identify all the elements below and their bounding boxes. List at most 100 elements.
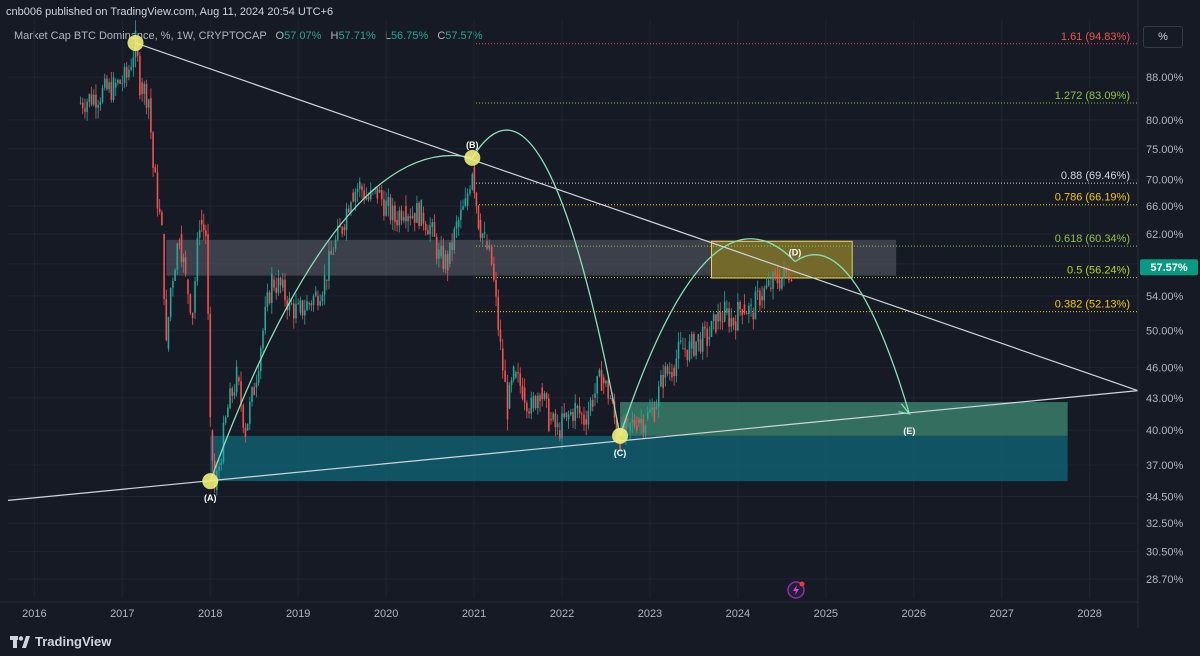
candle-body: [602, 377, 605, 384]
candle-body: [756, 290, 759, 292]
symbol-legend: Market Cap BTC Dominance, %, 1W, CRYPTOC…: [14, 30, 483, 42]
candle-body: [539, 395, 541, 402]
candle-body: [559, 430, 561, 439]
candle-body: [589, 399, 592, 411]
tradingview-brand[interactable]: TradingView: [10, 634, 111, 649]
candle-body: [671, 372, 673, 378]
candle-body: [330, 250, 332, 255]
candle-body: [86, 101, 88, 112]
price-tick-label: 37.00%: [1146, 460, 1184, 472]
candle-body: [424, 223, 427, 231]
wave-arcs: [209, 129, 911, 482]
candle-body: [422, 212, 425, 224]
candle-body: [446, 254, 449, 271]
price-tick-label: 28.70%: [1146, 574, 1184, 586]
candle-body: [341, 227, 343, 234]
candle-body: [460, 209, 462, 220]
candle-body: [708, 336, 711, 340]
candle-body: [350, 202, 352, 213]
candle-body: [402, 217, 405, 221]
candle-body: [249, 401, 251, 424]
candle-body: [477, 205, 480, 229]
candle-body: [677, 341, 680, 359]
alert-icon[interactable]: [787, 581, 805, 599]
tradingview-logo-icon: [10, 635, 30, 648]
candle-body: [391, 205, 394, 221]
candle-body: [339, 225, 341, 228]
percent-scale-button[interactable]: %: [1143, 26, 1183, 48]
candle-body: [695, 341, 697, 356]
time-tick-label: 2027: [989, 608, 1013, 620]
candle-body: [572, 411, 574, 421]
candle-body: [591, 399, 594, 407]
candle-body: [690, 334, 693, 349]
candle-body: [504, 370, 506, 383]
candle-body: [290, 303, 293, 305]
candle-body: [706, 328, 708, 347]
candle-body: [545, 393, 548, 399]
candle-body: [343, 226, 346, 231]
candle-body: [229, 388, 231, 409]
candle-body: [638, 419, 640, 424]
price-tick-label: 46.00%: [1146, 363, 1184, 375]
candle-body: [187, 279, 189, 295]
candle-body: [578, 405, 581, 414]
candle-body: [154, 167, 157, 173]
ohlc-high-value: 57.71%: [338, 30, 376, 42]
candle-body: [323, 275, 326, 295]
candle-body: [699, 339, 702, 352]
candle-body: [541, 387, 544, 400]
candle-body: [161, 212, 163, 226]
candle-body: [517, 372, 519, 374]
arc-a-b: [209, 154, 473, 482]
candle-body: [90, 94, 93, 105]
candle-body: [306, 301, 308, 311]
candle-body: [462, 206, 464, 210]
candle-body: [317, 295, 319, 306]
candle-body: [501, 348, 504, 371]
arc-b-c: [471, 129, 621, 436]
candle-body: [693, 334, 695, 356]
candle-body: [147, 99, 150, 108]
candle-body: [745, 313, 748, 315]
lower-trendline: [7, 390, 1139, 501]
candle-body: [433, 222, 436, 237]
candle-body: [244, 427, 247, 437]
candle-body: [772, 272, 774, 289]
price-tick-label: 32.50%: [1146, 518, 1184, 530]
candle-body: [526, 402, 528, 412]
candle-body: [205, 230, 207, 237]
pivot-label: (B): [466, 140, 479, 150]
candle-body: [398, 210, 401, 226]
candle-body: [655, 407, 658, 409]
candle-body: [310, 303, 313, 306]
candle-body: [427, 230, 429, 235]
candle-body: [385, 200, 387, 216]
candle-body: [475, 192, 478, 206]
candle-body: [668, 372, 671, 374]
brand-name: TradingView: [35, 634, 112, 649]
fib-label: 1.272 (83.09%): [1055, 90, 1130, 102]
candle-body: [367, 197, 370, 200]
candle-body: [649, 409, 651, 413]
candle-body: [483, 232, 486, 234]
candle-body: [97, 104, 99, 108]
candle-body: [203, 224, 205, 231]
candle-body: [413, 212, 416, 223]
fib-label: 0.786 (66.19%): [1055, 192, 1130, 204]
candle-body: [679, 340, 682, 342]
candle-body: [319, 301, 321, 306]
candle-body: [619, 439, 621, 449]
candle-body: [209, 313, 212, 418]
candle-body: [752, 312, 755, 320]
candle-body: [761, 295, 763, 301]
price-tick-label: 40.00%: [1146, 425, 1184, 437]
candle-body: [781, 278, 783, 289]
candle-body: [378, 189, 381, 193]
candle-body: [493, 263, 495, 280]
candle-body: [394, 205, 396, 223]
candle-body: [119, 79, 121, 84]
candle-body: [576, 405, 579, 409]
candle-body: [561, 413, 563, 439]
